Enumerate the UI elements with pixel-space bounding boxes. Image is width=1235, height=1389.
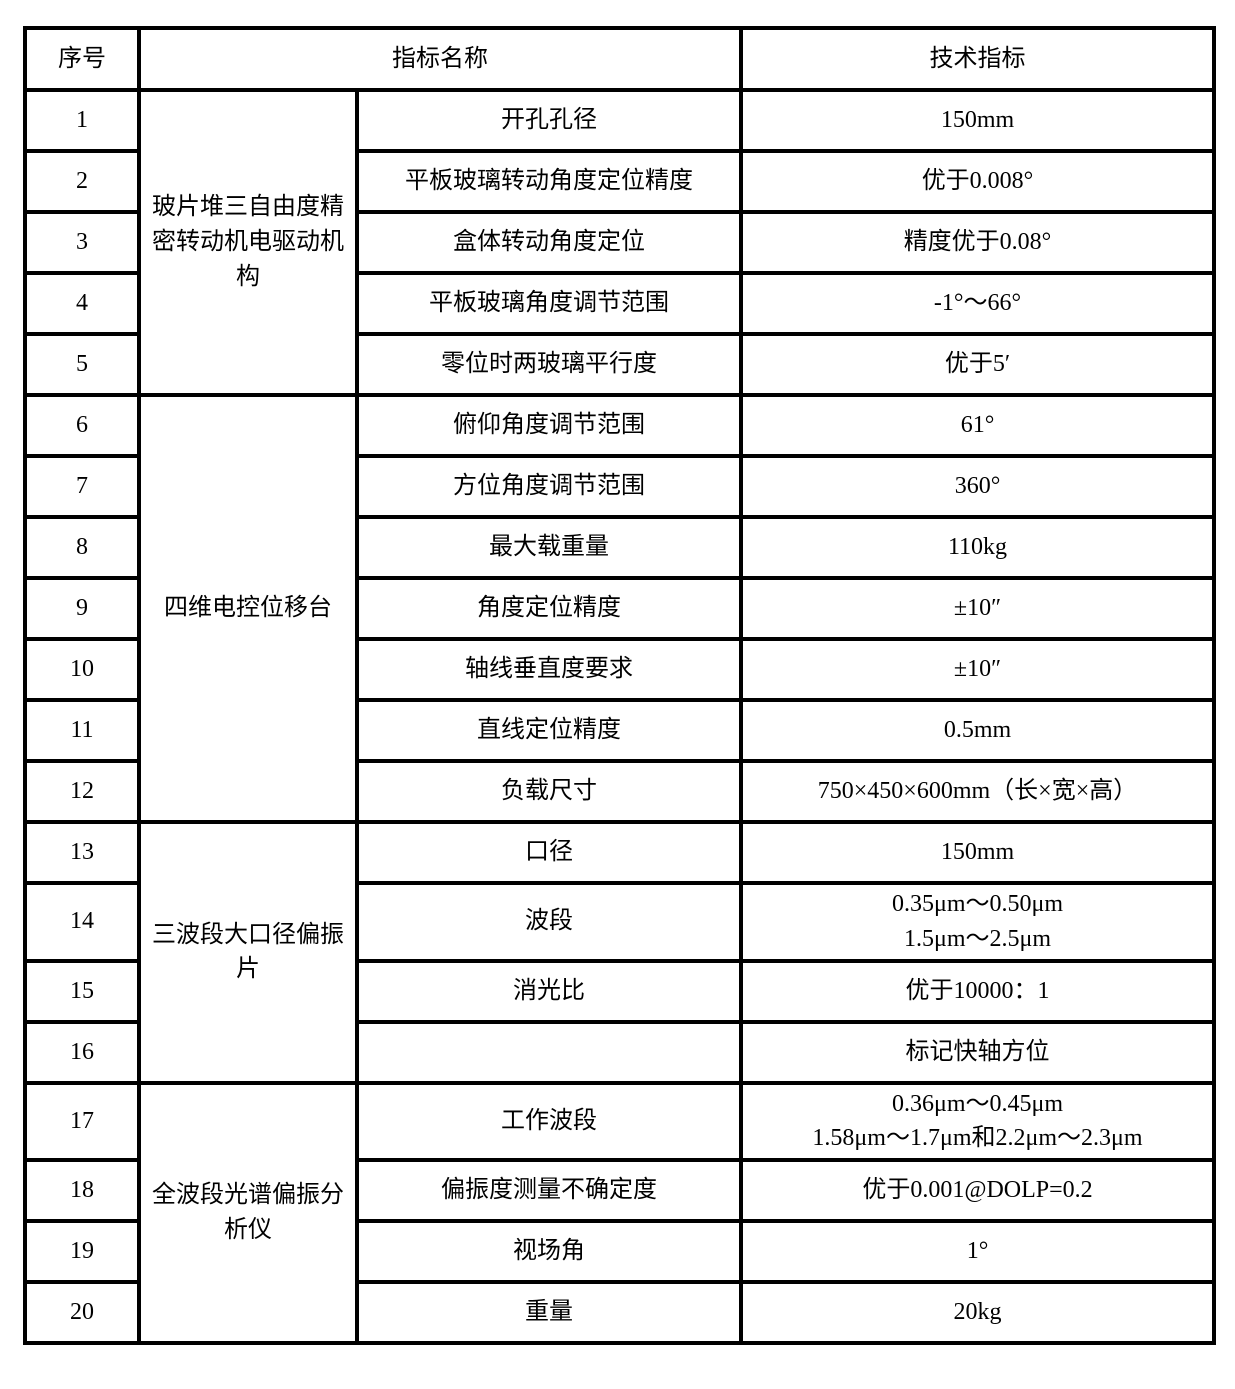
row-number: 18 xyxy=(23,1158,141,1224)
header-col-no: 序号 xyxy=(23,26,141,92)
table-row: 10 轴线垂直度要求 ±10″ xyxy=(23,637,1216,702)
group-label: 四维电控位移台 xyxy=(137,393,359,824)
table-row: 18 偏振度测量不确定度 优于0.001@DOLP=0.2 xyxy=(23,1158,1216,1224)
indicator-spec: 150mm xyxy=(739,820,1216,885)
spec-table: 序号 指标名称 技术指标 1 玻片堆三自由度精密转动机电驱动机构 开孔孔径 150mm… xyxy=(23,26,1216,1346)
indicator-name: 消光比 xyxy=(355,958,743,1024)
indicator-name: 视场角 xyxy=(355,1219,743,1285)
row-number: 12 xyxy=(23,759,141,824)
row-number: 10 xyxy=(23,637,141,702)
table-row: 6 四维电控位移台 俯仰角度调节范围 61° xyxy=(23,393,1216,824)
row-number: 5 xyxy=(23,332,141,397)
indicator-name: 最大载重量 xyxy=(355,515,743,580)
indicator-spec: 61° xyxy=(739,393,1216,458)
row-number: 13 xyxy=(23,820,141,885)
indicator-spec: ±10″ xyxy=(739,576,1216,641)
table-row: 8 最大载重量 110kg xyxy=(23,515,1216,580)
row-number: 9 xyxy=(23,576,141,641)
row-number: 3 xyxy=(23,210,141,275)
header-col-spec: 技术指标 xyxy=(739,26,1216,92)
indicator-spec: 1° xyxy=(739,1219,1216,1285)
indicator-name: 重量 xyxy=(355,1280,743,1346)
indicator-name: 工作波段 xyxy=(355,1080,743,1163)
indicator-spec: 0.5mm xyxy=(739,698,1216,763)
row-number: 4 xyxy=(23,271,141,336)
indicator-name: 负载尺寸 xyxy=(355,759,743,824)
indicator-name: 角度定位精度 xyxy=(355,576,743,641)
group-label: 玻片堆三自由度精密转动机电驱动机构 xyxy=(137,88,359,397)
group-label: 三波段大口径偏振片 xyxy=(137,820,359,1085)
group-label: 全波段光谱偏振分析仪 xyxy=(137,1080,359,1346)
row-number: 8 xyxy=(23,515,141,580)
row-number: 11 xyxy=(23,698,141,763)
indicator-spec: 标记快轴方位 xyxy=(739,1019,1216,1085)
indicator-name xyxy=(355,1019,743,1085)
indicator-spec: 0.35μm～0.50μm 1.5μm～2.5μm xyxy=(739,881,1216,963)
indicator-name: 方位角度调节范围 xyxy=(355,454,743,519)
indicator-spec: 150mm xyxy=(739,88,1216,153)
indicator-spec: ±10″ xyxy=(739,637,1216,702)
indicator-name: 直线定位精度 xyxy=(355,698,743,763)
indicator-name: 口径 xyxy=(355,820,743,885)
indicator-spec: 优于0.008° xyxy=(739,149,1216,214)
table-row: 16 标记快轴方位 xyxy=(23,1019,1216,1085)
row-number: 15 xyxy=(23,958,141,1024)
table-header-row: 序号 指标名称 技术指标 xyxy=(23,26,1216,92)
indicator-spec: -1°～66° xyxy=(739,271,1216,336)
row-number: 7 xyxy=(23,454,141,519)
table-row: 1 玻片堆三自由度精密转动机电驱动机构 开孔孔径 150mm xyxy=(23,88,1216,397)
indicator-name: 开孔孔径 xyxy=(355,88,743,153)
indicator-name: 偏振度测量不确定度 xyxy=(355,1158,743,1224)
spec-table-body: 1 玻片堆三自由度精密转动机电驱动机构 开孔孔径 150mm 2 平板玻璃转动角度定位精度… xyxy=(23,88,1216,1346)
row-number: 14 xyxy=(23,881,141,963)
row-number: 2 xyxy=(23,149,141,214)
table-row: 17 全波段光谱偏振分析仪 工作波段 0.36μm～0.45μm 1.58μm～1.7… xyxy=(23,1080,1216,1346)
table-row: 5 零位时两玻璃平行度 优于5′ xyxy=(23,332,1216,397)
row-number: 19 xyxy=(23,1219,141,1285)
table-row: 19 视场角 1° xyxy=(23,1219,1216,1285)
table-row: 9 角度定位精度 ±10″ xyxy=(23,576,1216,641)
indicator-name: 零位时两玻璃平行度 xyxy=(355,332,743,397)
indicator-spec: 20kg xyxy=(739,1280,1216,1346)
indicator-name: 平板玻璃角度调节范围 xyxy=(355,271,743,336)
row-number: 17 xyxy=(23,1080,141,1163)
indicator-name: 俯仰角度调节范围 xyxy=(355,393,743,458)
table-row: 15 消光比 优于10000：1 xyxy=(23,958,1216,1024)
row-number: 6 xyxy=(23,393,141,458)
indicator-spec: 优于10000：1 xyxy=(739,958,1216,1024)
row-number: 1 xyxy=(23,88,141,153)
table-row: 2 平板玻璃转动角度定位精度 优于0.008° xyxy=(23,149,1216,214)
indicator-spec: 360° xyxy=(739,454,1216,519)
indicator-spec: 0.36μm～0.45μm 1.58μm～1.7μm和2.2μm～2.3μm xyxy=(739,1080,1216,1163)
indicator-name: 波段 xyxy=(355,881,743,963)
indicator-spec: 精度优于0.08° xyxy=(739,210,1216,275)
table-row: 14 波段 0.35μm～0.50μm 1.5μm～2.5μm xyxy=(23,881,1216,963)
table-row: 7 方位角度调节范围 360° xyxy=(23,454,1216,519)
table-row: 12 负载尺寸 750×450×600mm（长×宽×高） xyxy=(23,759,1216,824)
indicator-spec: 优于0.001@DOLP=0.2 xyxy=(739,1158,1216,1224)
table-row: 11 直线定位精度 0.5mm xyxy=(23,698,1216,763)
indicator-name: 盒体转动角度定位 xyxy=(355,210,743,275)
table-row: 3 盒体转动角度定位 精度优于0.08° xyxy=(23,210,1216,275)
indicator-spec: 750×450×600mm（长×宽×高） xyxy=(739,759,1216,824)
indicator-spec: 优于5′ xyxy=(739,332,1216,397)
table-row: 4 平板玻璃角度调节范围 -1°～66° xyxy=(23,271,1216,336)
indicator-spec: 110kg xyxy=(739,515,1216,580)
indicator-name: 轴线垂直度要求 xyxy=(355,637,743,702)
indicator-name: 平板玻璃转动角度定位精度 xyxy=(355,149,743,214)
table-row: 20 重量 20kg xyxy=(23,1280,1216,1346)
header-col-name: 指标名称 xyxy=(137,26,743,92)
row-number: 20 xyxy=(23,1280,141,1346)
row-number: 16 xyxy=(23,1019,141,1085)
table-row: 13 三波段大口径偏振片 口径 150mm xyxy=(23,820,1216,1085)
